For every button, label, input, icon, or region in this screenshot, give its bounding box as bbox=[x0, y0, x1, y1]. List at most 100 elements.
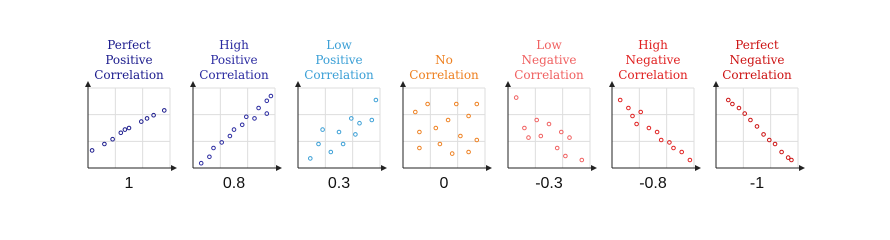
point bbox=[433, 125, 439, 131]
point bbox=[526, 135, 531, 140]
point bbox=[126, 125, 132, 131]
point bbox=[151, 112, 156, 118]
chart-title: Correlation bbox=[199, 68, 269, 82]
point bbox=[474, 137, 480, 143]
point bbox=[474, 101, 480, 107]
point bbox=[658, 137, 664, 143]
point bbox=[679, 149, 685, 155]
point bbox=[413, 109, 418, 115]
point bbox=[466, 113, 471, 119]
point bbox=[89, 148, 95, 153]
point bbox=[244, 114, 249, 120]
point bbox=[513, 95, 519, 100]
chart-title: Perfect bbox=[107, 38, 151, 52]
x-axis-label: 0.8 bbox=[223, 175, 245, 192]
point bbox=[671, 145, 676, 151]
point bbox=[207, 154, 212, 160]
point bbox=[110, 136, 115, 142]
point bbox=[122, 127, 128, 132]
chart-title: Correlation bbox=[722, 68, 792, 82]
chart-title: Negative bbox=[730, 53, 785, 67]
chart-title: Perfect bbox=[735, 38, 779, 52]
point bbox=[264, 111, 270, 116]
chart-title: Correlation bbox=[409, 68, 479, 82]
chart-title: High bbox=[638, 38, 668, 52]
point bbox=[340, 141, 346, 147]
chart-panel: PerfectPositiveCorrelation1HighPositiveC… bbox=[85, 38, 805, 192]
x-axis-label: -1 bbox=[750, 175, 764, 192]
point bbox=[785, 155, 791, 160]
point bbox=[579, 157, 585, 163]
x-axis-label: 0.3 bbox=[328, 175, 350, 192]
point bbox=[754, 124, 760, 129]
point bbox=[231, 127, 237, 132]
point bbox=[687, 157, 693, 163]
point bbox=[357, 120, 362, 126]
point bbox=[316, 141, 321, 147]
point bbox=[425, 101, 430, 107]
point bbox=[102, 141, 107, 147]
chart-title: Correlation bbox=[304, 68, 374, 82]
point bbox=[211, 145, 216, 151]
point bbox=[118, 130, 124, 136]
x-axis-label: 0 bbox=[440, 175, 449, 192]
point bbox=[538, 133, 544, 139]
point bbox=[559, 129, 564, 135]
point bbox=[567, 135, 572, 140]
point bbox=[219, 140, 224, 145]
point bbox=[328, 149, 334, 155]
point bbox=[789, 157, 794, 163]
chart-title: Correlation bbox=[94, 68, 164, 82]
chart-title: Low bbox=[536, 38, 562, 52]
point bbox=[139, 119, 144, 124]
point bbox=[198, 160, 204, 166]
point bbox=[320, 127, 325, 132]
point bbox=[353, 132, 358, 137]
point bbox=[736, 105, 742, 111]
point bbox=[373, 97, 379, 103]
point bbox=[730, 101, 735, 107]
point bbox=[767, 137, 772, 143]
point bbox=[445, 117, 451, 123]
point bbox=[417, 145, 422, 151]
chart-title: Positive bbox=[315, 53, 362, 67]
point bbox=[638, 109, 644, 115]
point bbox=[667, 140, 672, 145]
point bbox=[563, 153, 568, 159]
chart-title: Negative bbox=[626, 53, 681, 67]
point bbox=[336, 129, 342, 135]
point bbox=[534, 117, 540, 123]
point bbox=[554, 145, 560, 151]
x-axis-label: 1 bbox=[125, 175, 134, 192]
point bbox=[634, 121, 639, 127]
chart-title: Positive bbox=[105, 53, 152, 67]
point bbox=[617, 97, 623, 103]
point bbox=[437, 141, 443, 147]
page: {"chart_data": [ {"type": "scatter", "ti… bbox=[85, 38, 805, 192]
point bbox=[654, 129, 660, 135]
x-axis-label: -0.3 bbox=[535, 175, 563, 192]
point bbox=[646, 125, 652, 131]
point bbox=[742, 111, 748, 116]
point bbox=[369, 117, 375, 123]
point bbox=[626, 105, 631, 111]
point bbox=[144, 116, 150, 121]
point bbox=[308, 156, 313, 161]
point bbox=[630, 113, 635, 119]
chart-title: Negative bbox=[522, 53, 577, 67]
point bbox=[779, 149, 784, 155]
point bbox=[264, 98, 270, 104]
point bbox=[748, 117, 753, 123]
point bbox=[349, 116, 354, 121]
point bbox=[761, 132, 766, 137]
point bbox=[268, 93, 274, 99]
point bbox=[522, 125, 527, 131]
chart-title: No bbox=[435, 53, 453, 67]
point bbox=[772, 141, 778, 147]
point bbox=[256, 105, 261, 111]
chart-title: Low bbox=[326, 38, 352, 52]
point bbox=[227, 133, 233, 139]
chart-title: Correlation bbox=[618, 68, 688, 82]
point bbox=[454, 101, 459, 107]
point bbox=[252, 116, 257, 121]
